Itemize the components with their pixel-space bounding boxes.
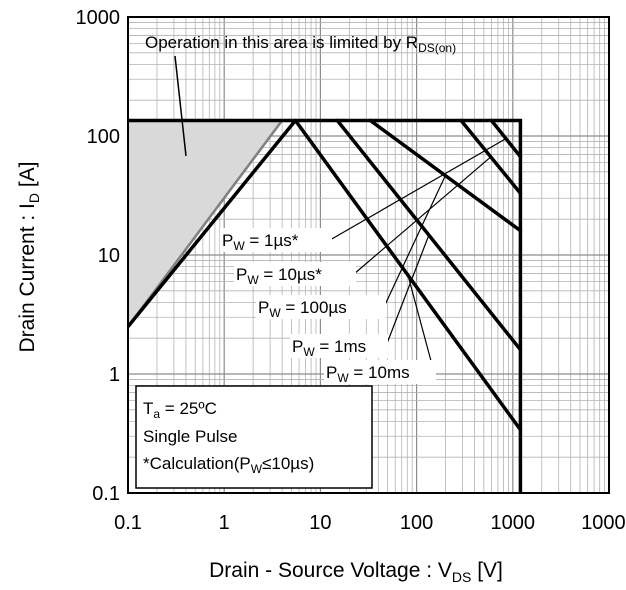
x-tick-label: 0.1 (114, 512, 142, 534)
y-tick-label: 1000 (76, 7, 121, 29)
x-tick-label: 1 (219, 512, 230, 534)
series-label-bg (324, 360, 436, 384)
series-label-bg (290, 334, 388, 358)
series-label-bg (234, 262, 356, 286)
calc-annotation: *Calculation(PW≤10µs) (143, 454, 314, 476)
label-leader-lines (329, 138, 507, 373)
series-label: PW = 10ms (326, 363, 410, 385)
series-label-bg (256, 295, 386, 319)
y-tick-label: 1 (109, 364, 120, 386)
y-tick-label: 0.1 (92, 483, 120, 505)
y-tick-label: 100 (87, 126, 120, 148)
pulse-annotation: Single Pulse (143, 427, 238, 446)
x-tick-label: 100 (400, 512, 433, 534)
y-axis-title: Drain Current : ID [A] (16, 161, 42, 352)
series-label: PW = 1ms (292, 337, 366, 359)
plot-frame (127, 16, 610, 494)
soa-boundary-line (126, 118, 523, 493)
x-tick-label: 10 (309, 512, 331, 534)
rds-annotation-pointer (174, 55, 187, 157)
series-leader-line (353, 156, 492, 275)
series-label: PW = 100µs (258, 298, 347, 320)
conditions-box (135, 385, 373, 489)
curve-pw-10ms (293, 118, 523, 432)
series-leader-line (385, 234, 430, 347)
series-label: PW = 1µs* (222, 231, 299, 253)
rds-annotation: Operation in this area is limited by RDS… (145, 33, 456, 55)
ta-annotation: Ta = 25ºC (143, 399, 217, 421)
series-leader-line (383, 175, 446, 308)
x-tick-label: 1000 (491, 512, 536, 534)
series-label-bg (220, 228, 332, 252)
series-leader-line (407, 274, 435, 373)
y-tick-label: 10 (98, 245, 120, 267)
x-axis-title: Drain - Source Voltage : VDS [V] (209, 559, 503, 585)
series-leader-line (329, 138, 507, 241)
series-label: PW = 10µs* (236, 265, 322, 287)
series-labels: PW = 1µs* PW = 10µs* PW = 100µs PW = 1ms PW … (220, 228, 436, 385)
